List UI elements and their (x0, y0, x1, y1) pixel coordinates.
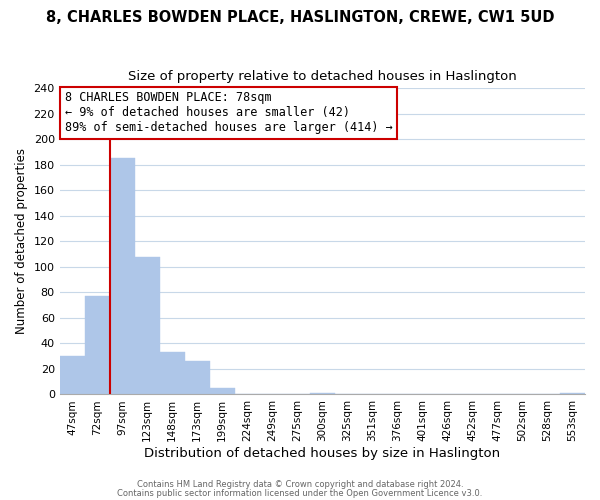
Bar (59, 356, 85, 395)
Bar (110, 158, 135, 394)
Bar (85, 296, 110, 394)
Bar (160, 352, 185, 395)
Text: 8, CHARLES BOWDEN PLACE, HASLINGTON, CREWE, CW1 5UD: 8, CHARLES BOWDEN PLACE, HASLINGTON, CRE… (46, 10, 554, 25)
Bar (210, 388, 235, 394)
Bar (560, 393, 585, 394)
X-axis label: Distribution of detached houses by size in Haslington: Distribution of detached houses by size … (144, 447, 500, 460)
Title: Size of property relative to detached houses in Haslington: Size of property relative to detached ho… (128, 70, 517, 83)
Bar (185, 362, 210, 394)
Bar (135, 256, 160, 394)
Y-axis label: Number of detached properties: Number of detached properties (15, 148, 28, 334)
Bar (310, 393, 335, 394)
Text: Contains public sector information licensed under the Open Government Licence v3: Contains public sector information licen… (118, 488, 482, 498)
Text: Contains HM Land Registry data © Crown copyright and database right 2024.: Contains HM Land Registry data © Crown c… (137, 480, 463, 489)
Text: 8 CHARLES BOWDEN PLACE: 78sqm
← 9% of detached houses are smaller (42)
89% of se: 8 CHARLES BOWDEN PLACE: 78sqm ← 9% of de… (65, 92, 392, 134)
